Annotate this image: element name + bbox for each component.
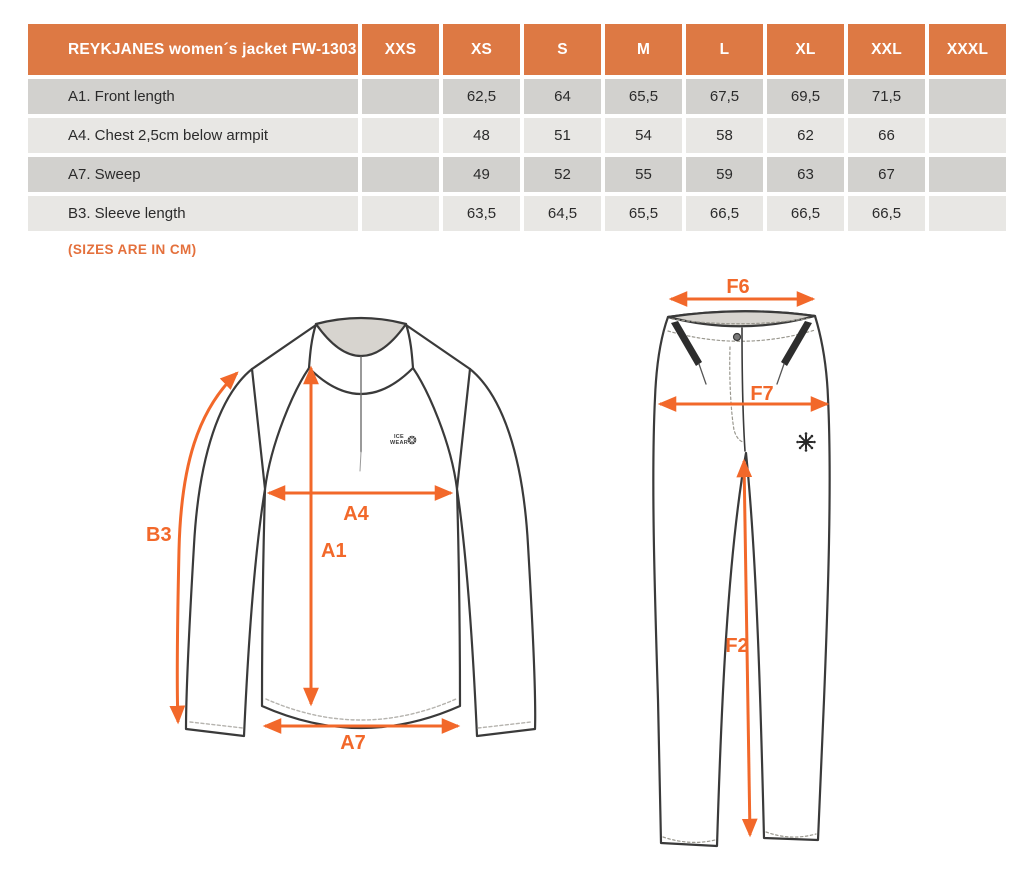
- right-pocket: [781, 321, 812, 366]
- size-header-l: L: [686, 24, 763, 75]
- right-pocket-line: [776, 363, 785, 385]
- cell: 69,5: [767, 79, 844, 114]
- cell: 64,5: [524, 196, 601, 231]
- left-pocket: [671, 321, 702, 366]
- cell: 66,5: [767, 196, 844, 231]
- left-pocket-line: [698, 363, 707, 385]
- snowflake-logo: [796, 432, 816, 452]
- cell: 66,5: [686, 196, 763, 231]
- cell: 66: [848, 118, 925, 153]
- cell: 62,5: [443, 79, 520, 114]
- collar-left-edge: [307, 322, 318, 370]
- fly-stitch: [729, 346, 744, 443]
- table-row: A7. Sweep 49 52 55 59 63 67: [28, 157, 1006, 192]
- cell: 54: [605, 118, 682, 153]
- cell: [929, 196, 1006, 231]
- a4-label: A4: [343, 503, 369, 525]
- cell: 49: [443, 157, 520, 192]
- cell: 67,5: [686, 79, 763, 114]
- cell: 65,5: [605, 196, 682, 231]
- right-leg-hem-stitch: [765, 831, 817, 838]
- size-header-s: S: [524, 24, 601, 75]
- jacket-measurement-arrows: B3 A4 A1 A7: [146, 365, 461, 754]
- collar-opening: [314, 316, 408, 358]
- icewear-logo-line1: ICE: [394, 434, 404, 440]
- cell: [362, 118, 439, 153]
- cell: 63,5: [443, 196, 520, 231]
- f2-label: F2: [725, 635, 748, 657]
- size-header-xxxl: XXXL: [929, 24, 1006, 75]
- cell: 59: [686, 157, 763, 192]
- zipper-pull: [359, 451, 362, 472]
- row-label: A4. Chest 2,5cm below armpit: [28, 118, 358, 153]
- size-header-xxl: XXL: [848, 24, 925, 75]
- cell: [929, 79, 1006, 114]
- waistband-stitch: [667, 329, 816, 342]
- icewear-logo-badge: [407, 435, 417, 445]
- f6-label: F6: [726, 276, 749, 298]
- cell: 71,5: [848, 79, 925, 114]
- a1-label: A1: [321, 540, 347, 562]
- table-row: B3. Sleeve length 63,5 64,5 65,5 66,5 66…: [28, 196, 1006, 231]
- hem-stitch: [265, 698, 457, 721]
- cell: 67: [848, 157, 925, 192]
- row-label: A1. Front length: [28, 79, 358, 114]
- center-front-seam: [741, 327, 746, 452]
- left-shoulder-seam: [250, 323, 318, 371]
- size-header-xxs: XXS: [362, 24, 439, 75]
- jacket-diagram: ICE WEAR: [184, 316, 537, 738]
- waist-opening-stitch: [671, 317, 812, 325]
- left-cuff-stitch: [189, 721, 244, 729]
- pants-outline: [652, 310, 831, 848]
- row-label: B3. Sleeve length: [28, 196, 358, 231]
- right-shoulder-seam: [404, 323, 472, 371]
- cell: 52: [524, 157, 601, 192]
- jacket-body-outline: [260, 366, 462, 730]
- cell: 51: [524, 118, 601, 153]
- pants-measurement-arrows: F6 F7 F2: [657, 276, 830, 838]
- cell: 66,5: [848, 196, 925, 231]
- f7-label: F7: [750, 383, 773, 405]
- jacket-left-sleeve: [184, 367, 267, 738]
- cell: [362, 157, 439, 192]
- left-leg-hem-stitch: [662, 836, 716, 843]
- jacket-right-sleeve: [455, 367, 537, 738]
- size-header-m: M: [605, 24, 682, 75]
- size-header-xl: XL: [767, 24, 844, 75]
- f2-arrow: [736, 458, 758, 838]
- table-row: A1. Front length 62,5 64 65,5 67,5 69,5 …: [28, 79, 1006, 114]
- waistband-opening: [666, 310, 817, 328]
- b3-label: B3: [146, 524, 172, 546]
- cell: 63: [767, 157, 844, 192]
- cell: [362, 196, 439, 231]
- right-cuff-stitch: [477, 721, 532, 729]
- b3-arrow: [169, 371, 239, 725]
- cell: [362, 79, 439, 114]
- header-row: REYKJANES women´s jacket FW-1303 XXS XS …: [28, 24, 1006, 75]
- row-label: A7. Sweep: [28, 157, 358, 192]
- pants-diagram: [652, 310, 831, 848]
- collar-right-edge: [404, 322, 415, 370]
- size-header-xs: XS: [443, 24, 520, 75]
- cell: 58: [686, 118, 763, 153]
- sizes-unit-note: (SIZES ARE IN CM): [68, 242, 197, 257]
- a7-label: A7: [340, 732, 366, 754]
- cell: [929, 157, 1006, 192]
- icewear-logo-line2: WEAR: [390, 440, 408, 446]
- waist-button: [732, 332, 742, 342]
- cell: 55: [605, 157, 682, 192]
- cell: 65,5: [605, 79, 682, 114]
- cell: 62: [767, 118, 844, 153]
- size-chart-table: REYKJANES women´s jacket FW-1303 XXS XS …: [24, 20, 1010, 235]
- table-row: A4. Chest 2,5cm below armpit 48 51 54 58…: [28, 118, 1006, 153]
- table-title: REYKJANES women´s jacket FW-1303: [28, 24, 358, 75]
- icewear-logo: ICE WEAR: [390, 434, 417, 446]
- cell: 64: [524, 79, 601, 114]
- cell: 48: [443, 118, 520, 153]
- cell: [929, 118, 1006, 153]
